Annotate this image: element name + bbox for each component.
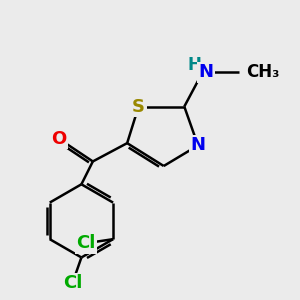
Text: O: O xyxy=(51,130,66,148)
Text: S: S xyxy=(132,98,145,116)
Text: Cl: Cl xyxy=(63,274,82,292)
Text: N: N xyxy=(199,63,214,81)
Text: N: N xyxy=(190,136,206,154)
Text: Cl: Cl xyxy=(76,234,96,252)
Text: H: H xyxy=(188,56,202,74)
Text: CH₃: CH₃ xyxy=(246,63,279,81)
